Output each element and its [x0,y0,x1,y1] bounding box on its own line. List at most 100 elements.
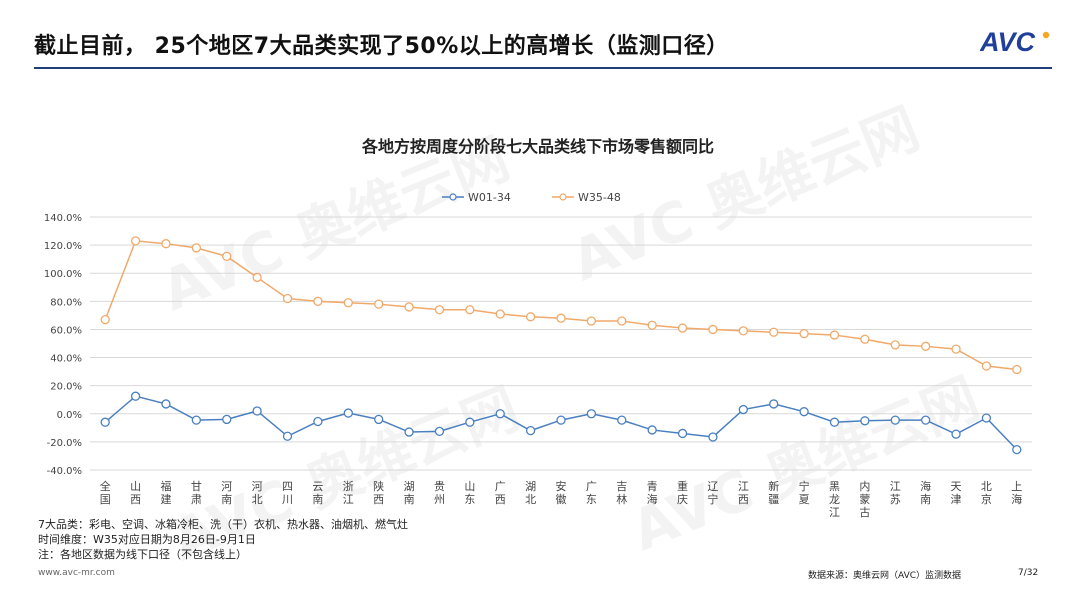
note-scope: 注：各地区数据为线下口径（不包含线上） [38,548,247,561]
y-tick-label: 40.0% [50,354,82,365]
data-point-series-1 [586,409,597,419]
x-tick-label: 辽宁 [707,480,718,506]
x-tick-label: 广西 [495,480,506,506]
y-tick-label: -40.0% [47,466,82,477]
series-line-2 [104,240,1017,371]
data-point-series-1 [282,431,293,441]
y-tick-label: 80.0% [50,297,82,308]
x-tick-label: 天津 [951,480,962,506]
data-point-series-1 [374,414,384,425]
data-point-series-1 [769,399,779,409]
y-tick-label: 60.0% [50,325,82,336]
x-tick-label: 北京 [981,480,992,506]
x-tick-label: 江苏 [890,480,901,506]
y-tick-label: -20.0% [47,438,82,449]
data-point-series-1 [981,413,992,423]
data-point-series-2 [343,298,353,308]
x-tick-label: 贵州 [434,480,445,506]
data-point-series-2 [161,239,171,249]
data-point-series-2 [525,312,536,322]
data-point-series-2 [860,334,870,344]
page-title: 截止目前， 25个地区7大品类实现了50%以上的高增长（监测口径） [34,34,729,59]
data-point-series-2 [890,340,900,350]
footnotes: 7大品类：彩电、空调、冰箱冷柜、洗（干）衣机、热水器、油烟机、燃气灶 时间维度：… [38,517,408,562]
avc-logo: AVC [979,26,1052,60]
x-tick-label: 青海 [647,480,658,506]
data-point-series-2 [769,327,779,337]
y-tick-label: 20.0% [50,382,82,393]
data-point-series-2 [100,314,110,325]
data-point-series-2 [282,293,293,304]
note-time: 时间维度：W35对应日期为8月26日-9月1日 [38,533,256,546]
x-axis: 全国山西福建甘肃河南河北四川云南浙江陕西湖南贵州山东广西湖北安徽广东吉林青海重庆… [100,479,1023,519]
data-point-series-2 [586,316,597,326]
note-categories: 7大品类：彩电、空调、冰箱冷柜、洗（干）衣机、热水器、油烟机、燃气灶 [38,518,408,531]
y-tick-label: 140.0% [44,213,82,224]
data-point-series-2 [313,296,323,306]
footer-url: www.avc-mr.com [38,568,115,578]
x-tick-label: 广东 [586,480,597,506]
data-point-series-2 [799,329,809,339]
legend-item-series-1: W01-34 [442,191,511,204]
data-point-series-2 [130,236,141,246]
data-point-series-1 [252,406,262,416]
x-tick-label: 福建 [160,479,171,506]
x-tick-label: 云南 [312,480,323,506]
data-point-series-2 [647,320,657,330]
data-point-series-2 [434,305,445,315]
x-tick-label: 江西 [738,480,749,506]
data-point-series-2 [1012,364,1022,375]
x-tick-label: 湖南 [404,480,415,506]
footer-source: 数据来源：奥维云网（AVC）监测数据 [808,571,962,581]
data-point-series-1 [829,417,840,427]
x-tick-label: 海南 [920,479,931,506]
data-point-series-1 [465,417,475,427]
data-point-series-2 [252,272,262,283]
data-point-series-1 [434,426,445,436]
x-tick-label: 山东 [464,480,475,506]
header-divider [34,67,1052,69]
x-tick-label: 重庆 [677,479,688,506]
y-tick-label: 100.0% [44,269,82,280]
data-point-series-1 [738,404,748,415]
x-tick-label: 宁夏 [799,479,810,506]
data-point-series-1 [1012,444,1022,455]
data-point-series-2 [617,316,627,326]
data-point-series-2 [495,309,505,319]
data-point-series-2 [920,341,931,351]
data-point-series-1 [404,427,414,437]
x-tick-label: 河北 [252,480,263,506]
data-point-series-2 [951,344,961,354]
data-point-series-1 [100,417,110,427]
x-tick-label: 上海 [1011,480,1022,506]
data-point-series-1 [161,399,171,409]
chart-series [100,236,1022,455]
data-point-series-1 [525,425,536,436]
legend-label-series-1: W01-34 [468,191,511,204]
data-point-series-1 [343,408,353,418]
data-point-series-2 [829,330,840,340]
data-point-series-2 [981,361,992,371]
data-point-series-2 [677,323,688,333]
data-point-series-2 [222,251,232,262]
data-point-series-1 [556,415,566,425]
x-tick-label: 浙江 [343,480,354,506]
data-point-series-2 [191,243,202,253]
y-axis: -40.0% -20.0% 0.0% 20.0% 40.0% 60.0% 80.0% 100.… [44,213,82,477]
data-point-series-2 [556,313,566,323]
chart-title: 各地方按周度分阶段七大品类线下市场零售额同比 [361,137,714,156]
data-point-series-1 [647,425,657,435]
data-point-series-2 [465,305,475,315]
y-tick-label: 0.0% [57,410,82,421]
legend-marker-series-2 [559,193,567,201]
legend-marker-series-1 [449,193,457,201]
data-point-series-1 [617,415,627,425]
data-point-series-1 [313,416,323,427]
data-point-series-1 [708,432,718,442]
x-tick-label: 安徽 [556,479,567,506]
data-point-series-2 [374,299,384,309]
data-point-series-1 [130,391,141,401]
x-tick-label: 河南 [221,480,232,506]
x-tick-label: 全国 [100,479,111,506]
data-point-series-1 [222,414,232,425]
